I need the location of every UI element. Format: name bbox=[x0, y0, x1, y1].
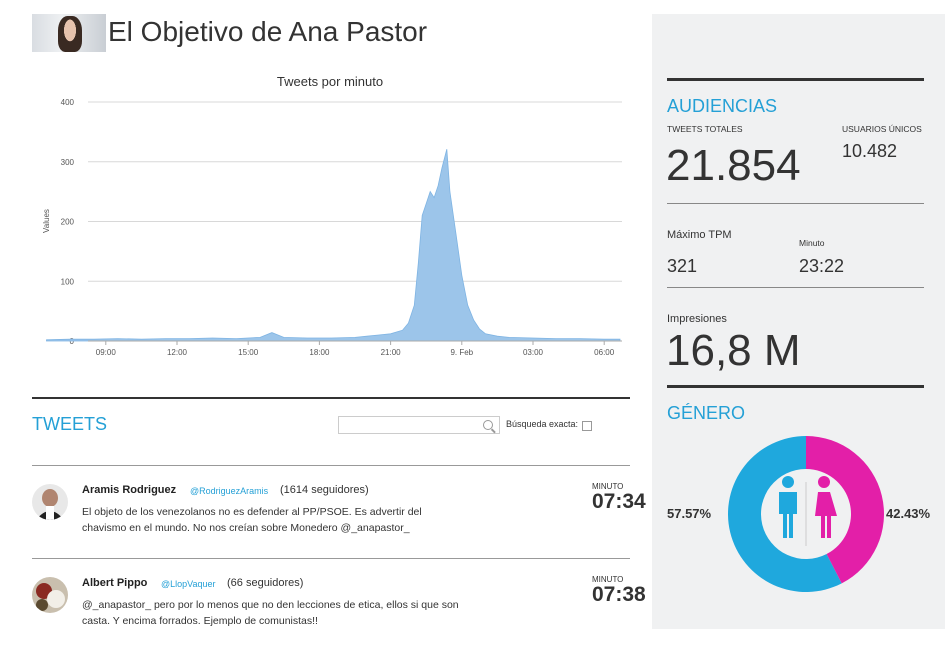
tweet-item[interactable]: Aramis Rodriguez @RodriguezAramis (1614 … bbox=[32, 482, 652, 564]
tweets-totales-value: 21.854 bbox=[666, 141, 801, 190]
y-tick-label: 200 bbox=[61, 218, 75, 227]
chart-svg: Tweets por minuto Values 0 100 200 300 400 0… bbox=[42, 74, 622, 357]
tweet-item[interactable]: Albert Pippo @LlopVaquer (66 seguidores)… bbox=[32, 575, 652, 657]
female-person-icon bbox=[815, 476, 837, 538]
gender-donut-chart bbox=[728, 436, 884, 592]
x-tick-label: 06:00 bbox=[594, 348, 615, 357]
chart-area-series bbox=[46, 149, 621, 342]
male-percentage: 57.57% bbox=[667, 506, 712, 521]
max-tpm-label: Máximo TPM bbox=[667, 229, 732, 241]
x-tick-label: 15:00 bbox=[238, 348, 259, 357]
exact-search-checkbox[interactable] bbox=[582, 421, 592, 431]
tweet-author-handle[interactable]: @LlopVaquer bbox=[161, 579, 216, 589]
tweet-minute: 07:34 bbox=[592, 490, 646, 513]
chart-title: Tweets por minuto bbox=[277, 74, 383, 89]
male-person-icon bbox=[779, 476, 797, 538]
minuto-label: Minuto bbox=[799, 238, 825, 248]
x-tick-label: 03:00 bbox=[523, 348, 544, 357]
x-tick-label: 18:00 bbox=[309, 348, 330, 357]
tweet-author-name[interactable]: Albert Pippo bbox=[82, 577, 148, 589]
tweets-totales-label: TWEETS TOTALES bbox=[667, 124, 743, 134]
exact-search-label: Búsqueda exacta: bbox=[506, 419, 579, 429]
tweets-section-title: TWEETS bbox=[32, 414, 107, 434]
y-axis-label: Values bbox=[42, 209, 51, 233]
divider bbox=[32, 558, 630, 559]
page-title: El Objetivo de Ana Pastor bbox=[108, 16, 428, 47]
minuto-value: 23:22 bbox=[799, 256, 845, 276]
tweet-author-name[interactable]: Aramis Rodriguez bbox=[82, 484, 177, 496]
avatar bbox=[32, 484, 68, 520]
divider bbox=[667, 203, 924, 204]
avatar bbox=[32, 577, 68, 613]
chart-gridlines: 0 100 200 300 400 bbox=[61, 98, 622, 346]
tweet-followers: (66 seguidores) bbox=[227, 577, 304, 589]
tweet-minute-label: MINUTO bbox=[592, 482, 624, 491]
stats-panel: AUDIENCIAS TWEETS TOTALES USUARIOS ÚNICO… bbox=[652, 14, 945, 629]
usuarios-unicos-label: USUARIOS ÚNICOS bbox=[842, 124, 922, 134]
max-tpm-value: 321 bbox=[667, 256, 698, 276]
tweet-minute: 07:38 bbox=[592, 583, 646, 606]
audiencias-title: AUDIENCIAS bbox=[667, 96, 778, 116]
tweet-text: @_anapastor_ pero por lo menos que no de… bbox=[82, 599, 459, 627]
tweet-author-handle[interactable]: @RodriguezAramis bbox=[190, 486, 269, 496]
x-tick-label: 9. Feb bbox=[450, 348, 473, 357]
divider bbox=[32, 465, 630, 466]
show-logo bbox=[32, 14, 106, 52]
x-tick-label: 09:00 bbox=[96, 348, 117, 357]
divider bbox=[667, 78, 924, 81]
x-tick-label: 12:00 bbox=[167, 348, 188, 357]
y-tick-label: 100 bbox=[61, 277, 75, 286]
tweets-per-minute-chart: Tweets por minuto Values 0 100 200 300 400 0… bbox=[30, 66, 630, 366]
tweet-search-input[interactable] bbox=[338, 416, 500, 434]
y-tick-label: 400 bbox=[61, 98, 75, 107]
x-tick-label: 21:00 bbox=[381, 348, 402, 357]
usuarios-unicos-value: 10.482 bbox=[842, 141, 898, 161]
section-divider bbox=[32, 397, 630, 399]
y-tick-label: 0 bbox=[70, 337, 75, 346]
tweet-followers: (1614 seguidores) bbox=[280, 484, 369, 496]
search-icon[interactable] bbox=[483, 420, 493, 430]
female-slice bbox=[806, 436, 884, 584]
impresiones-value: 16,8 M bbox=[666, 326, 801, 375]
tweet-text: El objeto de los venezolanos no es defen… bbox=[82, 506, 422, 534]
divider bbox=[667, 385, 924, 388]
genero-title: GÉNERO bbox=[667, 403, 746, 423]
tweets-area bbox=[46, 149, 621, 342]
male-slice bbox=[728, 436, 842, 592]
impresiones-label: Impresiones bbox=[667, 313, 727, 325]
tweet-minute-label: MINUTO bbox=[592, 575, 624, 584]
divider bbox=[667, 287, 924, 288]
chart-ticks: 09:00 12:00 15:00 18:00 21:00 9. Feb 03:00 06:0… bbox=[88, 340, 622, 357]
female-percentage: 42.43% bbox=[886, 506, 931, 521]
y-tick-label: 300 bbox=[61, 158, 75, 167]
